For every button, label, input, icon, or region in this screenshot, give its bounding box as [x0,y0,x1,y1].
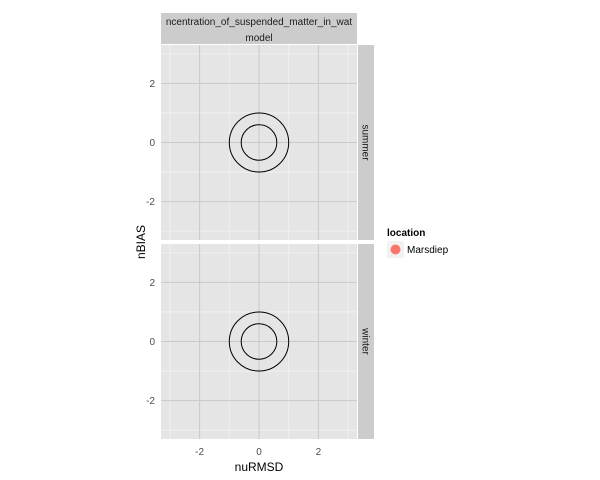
y-axis-title: nBIAS [134,225,148,259]
reference-circle-r1 [228,311,290,372]
facet-column-strip-label-variable: ncentration_of_suspended_matter_in_wat [166,17,352,28]
x-axis-tick-labels: -2 0 2 [195,447,321,458]
y-tick-label: 2 [149,79,155,90]
reference-circle-r0.6 [240,323,278,360]
y-tick-label: -2 [146,197,155,208]
facet-row-strip-label-summer: summer [360,124,371,161]
legend: location Marsdiep [387,228,449,258]
facet-row-strip-winter [358,244,374,439]
facet-panel-summer [161,45,357,240]
x-tick-label: -2 [195,447,204,458]
y-tick-label: -2 [146,396,155,407]
x-axis-title: nuRMSD [235,460,284,474]
y-axis-tick-labels: -2 0 2 -2 0 2 [146,79,155,407]
legend-label-marsdiep: Marsdiep [407,245,449,256]
legend-key-marsdiep [390,244,401,255]
x-tick-label: 2 [316,447,322,458]
facet-column-strip-label-model: model [245,33,272,44]
y-tick-label: 0 [149,337,155,348]
y-tick-label: 2 [149,278,155,289]
y-tick-label: 0 [149,138,155,149]
x-tick-label: 0 [256,447,262,458]
facet-column-strip [161,13,357,44]
facet-row-strip-summer [358,45,374,240]
reference-circle-r0.6 [240,124,278,161]
facet-panel-winter [161,244,357,439]
legend-title: location [387,228,425,239]
facet-row-strip-label-winter: winter [360,327,371,355]
reference-circle-r1 [228,112,290,173]
